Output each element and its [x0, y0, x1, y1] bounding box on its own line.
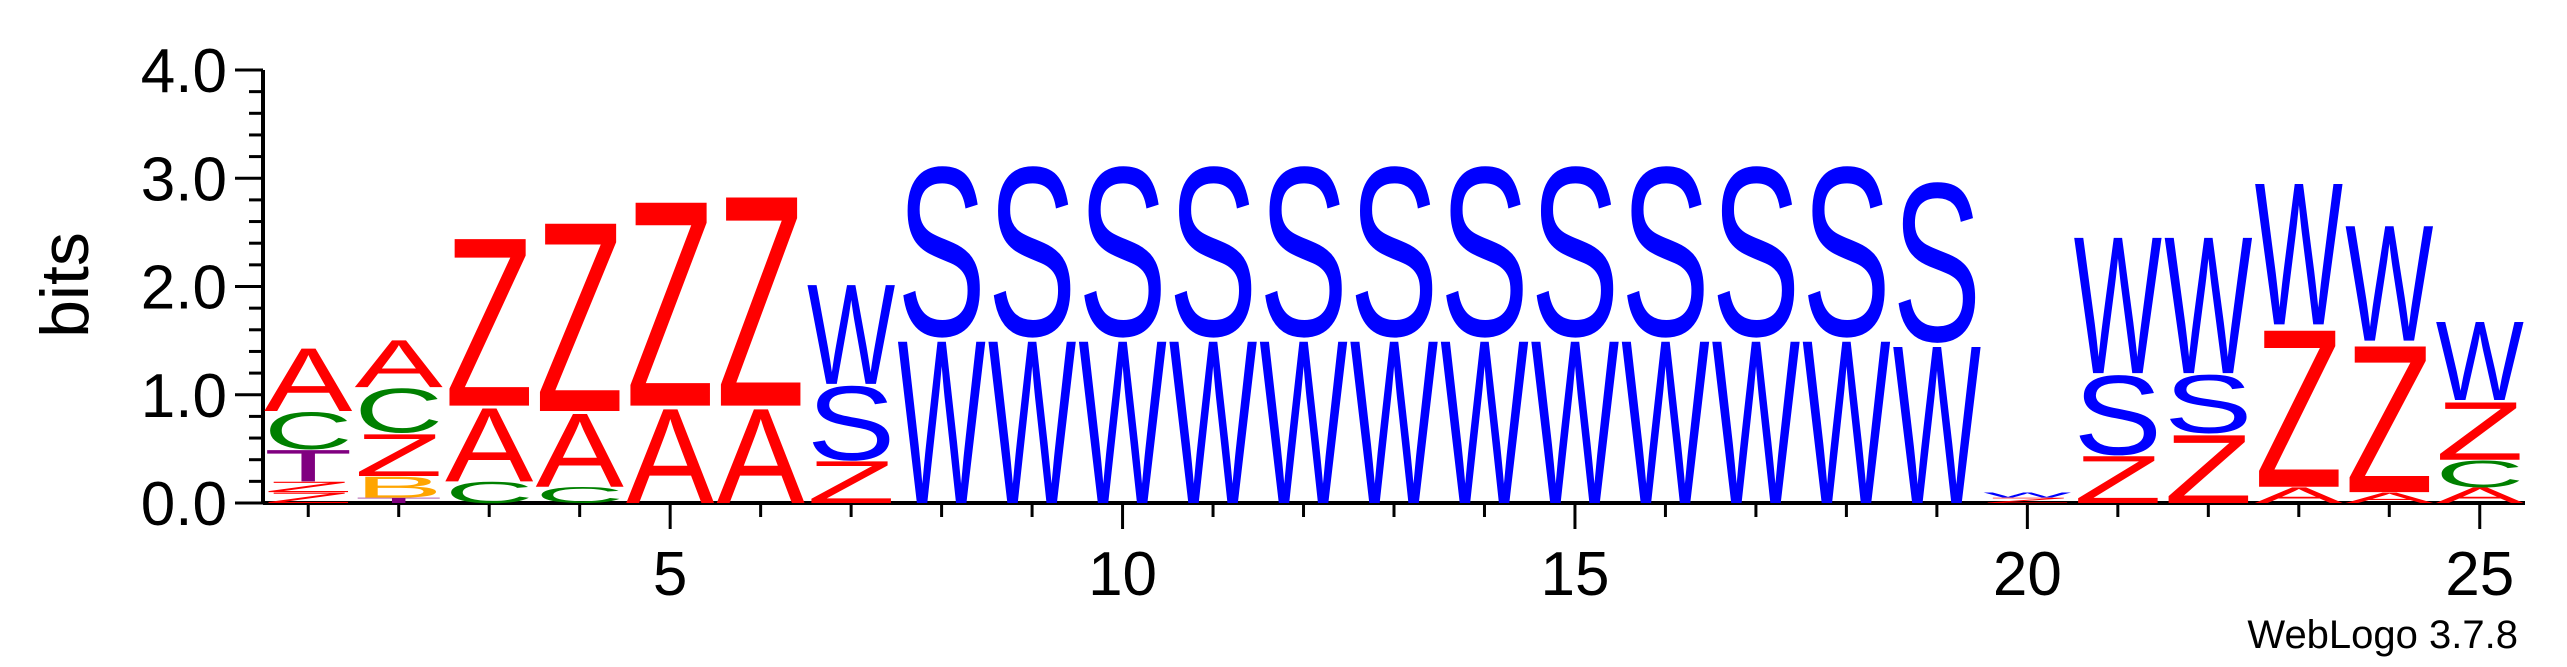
logo-glyph: S — [988, 117, 1077, 387]
logo-glyph: T — [354, 496, 443, 504]
logo-glyph: Z — [807, 448, 896, 516]
logo-glyph: W — [1893, 298, 1981, 552]
y-tick-label: 0.0 — [141, 470, 227, 539]
logo-glyph: W — [1621, 291, 1709, 552]
logo-glyph: A — [2345, 489, 2434, 506]
logo-glyph: C — [264, 401, 353, 460]
x-tick-label: 25 — [2445, 540, 2514, 609]
logo-glyph: A — [2436, 483, 2525, 508]
logo-glyph: S — [1259, 117, 1348, 387]
x-tick-label: 10 — [1088, 540, 1157, 609]
logo-glyph: W — [1802, 291, 1890, 552]
logo-glyph: W — [1350, 291, 1438, 552]
logo-glyph: Z — [2074, 442, 2163, 518]
logo-glyph: W — [2164, 196, 2252, 416]
x-tick-label: 5 — [653, 540, 687, 609]
logo-glyph: Z — [2345, 302, 2434, 538]
logo-glyph: S — [1621, 117, 1710, 387]
logo-glyph: W — [1531, 291, 1619, 552]
logo-glyph: S — [1350, 117, 1439, 387]
y-axis-label: bits — [27, 232, 103, 338]
y-tick-label: 1.0 — [141, 362, 227, 431]
logo-glyph: Z — [716, 133, 805, 471]
logo-glyph: B — [354, 471, 443, 505]
logo-glyph: W — [1259, 291, 1347, 552]
y-tick-label: 4.0 — [141, 37, 227, 106]
logo-glyph: A — [264, 329, 353, 431]
logo-glyph: S — [1893, 137, 1982, 390]
logo-glyph: A — [717, 381, 806, 532]
logo-glyph: Z — [2254, 283, 2343, 536]
logo-glyph: S — [1440, 117, 1529, 387]
y-tick-label: 2.0 — [141, 254, 227, 323]
logo-glyph: A — [355, 326, 443, 402]
logo-glyph: S — [1802, 117, 1891, 387]
logo-glyph: W — [1440, 291, 1528, 552]
logo-glyph: Z — [2164, 415, 2253, 524]
logo-glyph: Z — [535, 166, 624, 469]
y-axis: 0.0 1.0 2.0 3.0 4.0 — [141, 37, 265, 539]
logo-glyph: C — [535, 482, 624, 507]
logo-glyph: S — [1531, 117, 1620, 387]
logo-glyph: C — [2435, 453, 2524, 495]
logo-glyph: S — [1078, 117, 1167, 387]
logo-glyph: Z — [2435, 385, 2524, 478]
logo-glyph: W — [1712, 291, 1800, 552]
x-axis: 5 10 15 20 25 — [263, 501, 2525, 609]
logo-glyph: A — [626, 381, 715, 532]
logo-glyph: S — [2164, 358, 2253, 450]
logo-glyph: W — [807, 253, 895, 414]
logo-glyph: Z — [264, 479, 353, 496]
logo-glyph: A — [445, 387, 533, 504]
logo-glyph: W — [2345, 190, 2433, 376]
weblogo-credit: WebLogo 3.7.8 — [2247, 613, 2518, 657]
logo-glyph: S — [1712, 117, 1801, 387]
logo-glyph: W — [1169, 291, 1257, 552]
x-tick-label: 15 — [1540, 540, 1609, 609]
logo-glyph: Z — [445, 187, 534, 457]
logo-glyph: W — [2436, 299, 2524, 426]
logo-glyph: Z — [354, 421, 443, 489]
x-tick-label: 20 — [1993, 540, 2062, 609]
logo-glyph: W — [2074, 196, 2162, 416]
logo-glyph: S — [807, 365, 896, 483]
logo-glyph: W — [1983, 491, 2072, 499]
logo-glyph: Z — [264, 489, 353, 506]
logo-glyph: W — [988, 291, 1076, 552]
logo-glyph: Z — [626, 140, 715, 469]
y-tick-label: 3.0 — [141, 145, 227, 214]
logo-glyph: T — [264, 440, 353, 491]
logo-glyph: S — [897, 117, 986, 387]
logo-glyph: C — [354, 375, 443, 446]
logo-glyph: S — [1169, 117, 1258, 387]
logo-glyph: W — [898, 291, 986, 552]
logo-glyph: W — [1079, 291, 1167, 552]
logo-glyph: W — [2255, 139, 2343, 368]
logo-glyph: A — [2255, 483, 2344, 508]
logo-glyph: S — [2074, 352, 2163, 479]
logo-glyph: C — [445, 476, 534, 510]
logo-glyph: Z — [1983, 496, 2072, 504]
logo-glyph: A — [536, 392, 624, 509]
